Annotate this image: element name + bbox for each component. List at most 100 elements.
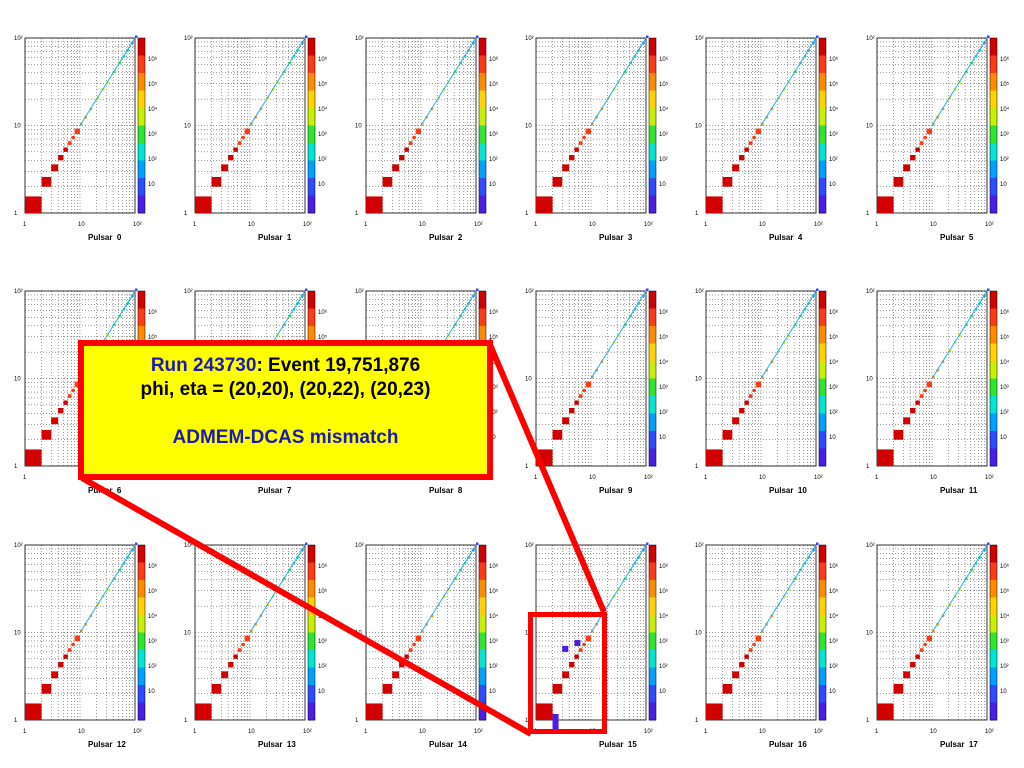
colorbar-tick-label: 10³ bbox=[829, 639, 838, 645]
colorbar-segment bbox=[308, 326, 315, 344]
colorbar-tick-label: 10⁵ bbox=[829, 81, 839, 88]
pulsar-panel-17: 10 10² 10³ 10⁴ 10⁵ 10⁶ 1 10 10² 1 10 10² Pulsar 17 bbox=[852, 507, 1022, 749]
pulsar-panel-14: 10 10² 10³ 10⁴ 10⁵ 10⁶ 1 10 10² 1 10 10² Pulsar 14 bbox=[341, 507, 511, 749]
colorbar-segment bbox=[479, 195, 486, 214]
annotation-callout: Run 243730: Event 19,751,876 phi, eta = … bbox=[78, 340, 493, 480]
diagonal-cell bbox=[574, 400, 579, 405]
colorbar-tick-label: 10⁶ bbox=[489, 563, 499, 570]
diagonal-cell bbox=[910, 661, 916, 668]
colorbar-tick-label: 10⁵ bbox=[1000, 334, 1010, 341]
diagonal-cell bbox=[536, 196, 553, 213]
colorbar-segment bbox=[479, 178, 486, 196]
colorbar-tick-label: 10³ bbox=[318, 639, 327, 645]
colorbar-segment bbox=[308, 143, 315, 161]
colorbar-segment bbox=[649, 667, 656, 686]
y-tick-label: 1 bbox=[866, 464, 870, 470]
colorbar-tick-label: 10 bbox=[829, 435, 836, 441]
anomaly-cell bbox=[562, 645, 569, 652]
colorbar-segment bbox=[138, 160, 145, 179]
colorbar-segment bbox=[819, 343, 826, 362]
colorbar-tick-label: 10³ bbox=[489, 132, 498, 138]
x-tick-label: 10 bbox=[419, 729, 426, 735]
colorbar-segment bbox=[819, 632, 826, 651]
colorbar-segment bbox=[138, 326, 145, 344]
colorbar-segment bbox=[990, 562, 997, 581]
diagonal-cell bbox=[748, 394, 753, 398]
diagonal-cell bbox=[903, 417, 911, 425]
colorbar-segment bbox=[819, 90, 826, 109]
x-tick-label: 10 bbox=[930, 222, 937, 228]
diagonal-cell bbox=[919, 141, 924, 145]
diagonal-cell bbox=[392, 671, 400, 679]
colorbar-tick-label: 10⁵ bbox=[489, 334, 499, 341]
x-tick-label: 10² bbox=[985, 475, 994, 481]
pulsar-title: Pulsar 15 bbox=[599, 740, 637, 749]
diagonal-cell bbox=[233, 654, 238, 659]
colorbar-segment bbox=[649, 308, 656, 327]
colorbar-tick-label: 10² bbox=[829, 410, 838, 416]
colorbar-segment bbox=[649, 73, 656, 91]
colorbar-tick-label: 10³ bbox=[659, 639, 668, 645]
colorbar-segment bbox=[138, 125, 145, 144]
colorbar-tick-label: 10⁶ bbox=[148, 563, 158, 570]
x-tick-label: 10 bbox=[589, 475, 596, 481]
colorbar-tick-label: 10³ bbox=[1000, 385, 1009, 391]
colorbar-segment bbox=[479, 562, 486, 581]
colorbar-tick-label: 10⁵ bbox=[659, 334, 669, 341]
colorbar-segment bbox=[308, 580, 315, 598]
x-tick-label: 10 bbox=[248, 729, 255, 735]
x-tick-label: 10² bbox=[133, 222, 142, 228]
x-tick-label: 10 bbox=[78, 222, 85, 228]
colorbar-segment bbox=[308, 90, 315, 109]
diagonal-cell bbox=[195, 196, 212, 213]
diagonal-cell bbox=[816, 542, 819, 545]
diagonal-cell bbox=[476, 35, 479, 38]
colorbar-tick-label: 10³ bbox=[659, 385, 668, 391]
diagonal-trace bbox=[760, 290, 817, 379]
y-tick-label: 10² bbox=[695, 289, 704, 295]
colorbar-segment bbox=[990, 650, 997, 668]
diagonal-cell bbox=[562, 164, 570, 172]
diagonal-cell bbox=[706, 449, 723, 466]
colorbar-tick-label: 10² bbox=[148, 664, 157, 670]
pulsar-3-plot: 10 10² 10³ 10⁴ 10⁵ 10⁶ 1 10 10² 1 10 10² bbox=[525, 35, 669, 228]
colorbar-segment bbox=[138, 545, 145, 563]
diagonal-cell bbox=[585, 635, 591, 641]
colorbar-segment bbox=[990, 685, 997, 703]
diagonal-cell bbox=[392, 164, 400, 172]
diagonal-cell bbox=[578, 141, 583, 145]
y-tick-label: 1 bbox=[184, 718, 188, 724]
colorbar-segment bbox=[649, 396, 656, 414]
colorbar-tick-label: 10⁵ bbox=[489, 81, 499, 88]
y-tick-label: 10 bbox=[695, 631, 702, 637]
diagonal-cell bbox=[382, 683, 393, 694]
y-tick-label: 1 bbox=[695, 211, 699, 217]
colorbar-segment bbox=[479, 615, 486, 633]
x-tick-label: 10 bbox=[759, 222, 766, 228]
callout-spacer bbox=[84, 402, 487, 426]
x-tick-label: 1 bbox=[193, 222, 197, 228]
pulsar-0-plot: 10 10² 10³ 10⁴ 10⁵ 10⁶ 1 10 10² 1 10 10² bbox=[14, 35, 158, 228]
diagonal-cell bbox=[74, 381, 80, 387]
x-tick-label: 10² bbox=[474, 222, 483, 228]
colorbar-segment bbox=[479, 55, 486, 74]
colorbar-segment bbox=[308, 650, 315, 668]
colorbar-segment bbox=[308, 291, 315, 309]
colorbar-tick-label: 10⁵ bbox=[659, 81, 669, 88]
colorbar-segment bbox=[649, 160, 656, 179]
x-tick-label: 10 bbox=[930, 729, 937, 735]
colorbar-segment bbox=[308, 178, 315, 196]
diagonal-cell bbox=[903, 164, 911, 172]
colorbar-segment bbox=[990, 308, 997, 327]
y-tick-label: 10 bbox=[14, 124, 21, 130]
diagonal-cell bbox=[706, 703, 723, 720]
y-tick-label: 10² bbox=[866, 543, 875, 549]
diagonal-cell bbox=[562, 671, 570, 679]
diagonal-cell bbox=[552, 176, 563, 187]
x-tick-label: 1 bbox=[364, 222, 368, 228]
colorbar-tick-label: 10² bbox=[829, 157, 838, 163]
x-tick-label: 10² bbox=[985, 729, 994, 735]
colorbar-segment bbox=[138, 38, 145, 56]
colorbar-tick-label: 10 bbox=[1000, 182, 1007, 188]
y-tick-label: 10² bbox=[355, 289, 364, 295]
